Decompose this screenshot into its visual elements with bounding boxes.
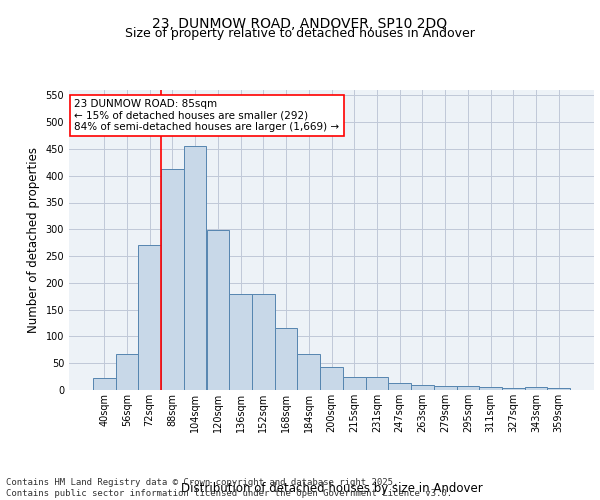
Bar bbox=[93, 378, 116, 390]
Bar bbox=[320, 367, 343, 390]
Bar bbox=[298, 354, 320, 390]
Bar bbox=[502, 388, 524, 390]
Bar bbox=[524, 387, 547, 390]
Bar bbox=[457, 386, 479, 390]
Bar bbox=[388, 382, 411, 390]
Y-axis label: Number of detached properties: Number of detached properties bbox=[27, 147, 40, 333]
Text: 23, DUNMOW ROAD, ANDOVER, SP10 2DQ: 23, DUNMOW ROAD, ANDOVER, SP10 2DQ bbox=[152, 18, 448, 32]
Bar bbox=[343, 376, 365, 390]
Bar bbox=[252, 294, 275, 390]
Text: Size of property relative to detached houses in Andover: Size of property relative to detached ho… bbox=[125, 28, 475, 40]
Bar bbox=[229, 294, 252, 390]
Bar bbox=[139, 246, 161, 390]
Text: Contains HM Land Registry data © Crown copyright and database right 2025.
Contai: Contains HM Land Registry data © Crown c… bbox=[6, 478, 452, 498]
Bar bbox=[206, 230, 229, 390]
Bar bbox=[411, 384, 434, 390]
X-axis label: Distribution of detached houses by size in Andover: Distribution of detached houses by size … bbox=[181, 482, 482, 495]
Bar bbox=[434, 386, 457, 390]
Bar bbox=[365, 376, 388, 390]
Bar bbox=[275, 328, 298, 390]
Bar bbox=[479, 388, 502, 390]
Bar bbox=[184, 146, 206, 390]
Bar bbox=[116, 354, 139, 390]
Bar bbox=[161, 170, 184, 390]
Text: 23 DUNMOW ROAD: 85sqm
← 15% of detached houses are smaller (292)
84% of semi-det: 23 DUNMOW ROAD: 85sqm ← 15% of detached … bbox=[74, 99, 340, 132]
Bar bbox=[547, 388, 570, 390]
